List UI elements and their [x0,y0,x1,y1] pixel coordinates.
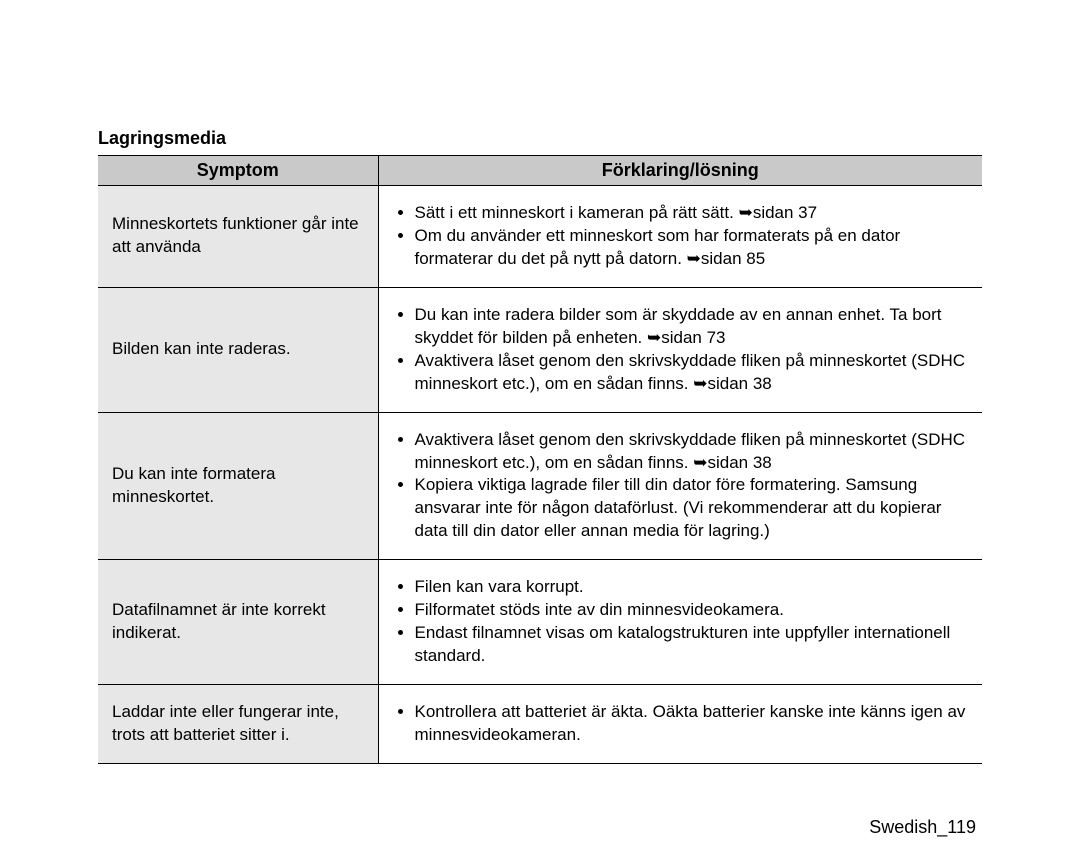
bullet: Kopiera viktiga lagrade filer till din d… [415,474,969,543]
page-number: Swedish_119 [869,817,976,838]
bullet: Sätt i ett minneskort i kameran på rätt … [415,202,969,225]
solution-cell: Sätt i ett minneskort i kameran på rätt … [378,186,982,288]
solution-cell: Filen kan vara korrupt. Filformatet stöd… [378,560,982,685]
bullet: Avaktivera låset genom den skrivskyddade… [415,350,969,396]
column-header-solution: Förklaring/lösning [378,156,982,186]
section-title: Lagringsmedia [98,128,982,149]
symptom-cell: Laddar inte eller fungerar inte, trots a… [98,685,378,764]
table-row: Minneskortets funktioner går inte att an… [98,186,982,288]
symptom-cell: Du kan inte formatera minneskortet. [98,412,378,560]
troubleshooting-table: Symptom Förklaring/lösning Minneskortets… [98,155,982,764]
bullet: Om du använder ett minneskort som har fo… [415,225,969,271]
bullet: Kontrollera att batteriet är äkta. Oäkta… [415,701,969,747]
table-row: Du kan inte formatera minneskortet. Avak… [98,412,982,560]
table-row: Laddar inte eller fungerar inte, trots a… [98,685,982,764]
bullet: Filen kan vara korrupt. [415,576,969,599]
solution-cell: Du kan inte radera bilder som är skyddad… [378,287,982,412]
bullet: Filformatet stöds inte av din minnesvide… [415,599,969,622]
column-header-symptom: Symptom [98,156,378,186]
bullet: Du kan inte radera bilder som är skyddad… [415,304,969,350]
table-row: Datafilnamnet är inte korrekt indikerat.… [98,560,982,685]
symptom-cell: Datafilnamnet är inte korrekt indikerat. [98,560,378,685]
bullet: Avaktivera låset genom den skrivskyddade… [415,429,969,475]
symptom-cell: Bilden kan inte raderas. [98,287,378,412]
symptom-cell: Minneskortets funktioner går inte att an… [98,186,378,288]
page: Lagringsmedia Symptom Förklaring/lösning… [0,0,1080,866]
table-body: Minneskortets funktioner går inte att an… [98,186,982,764]
table-row: Bilden kan inte raderas. Du kan inte rad… [98,287,982,412]
bullet: Endast filnamnet visas om katalogstruktu… [415,622,969,668]
solution-cell: Avaktivera låset genom den skrivskyddade… [378,412,982,560]
solution-cell: Kontrollera att batteriet är äkta. Oäkta… [378,685,982,764]
